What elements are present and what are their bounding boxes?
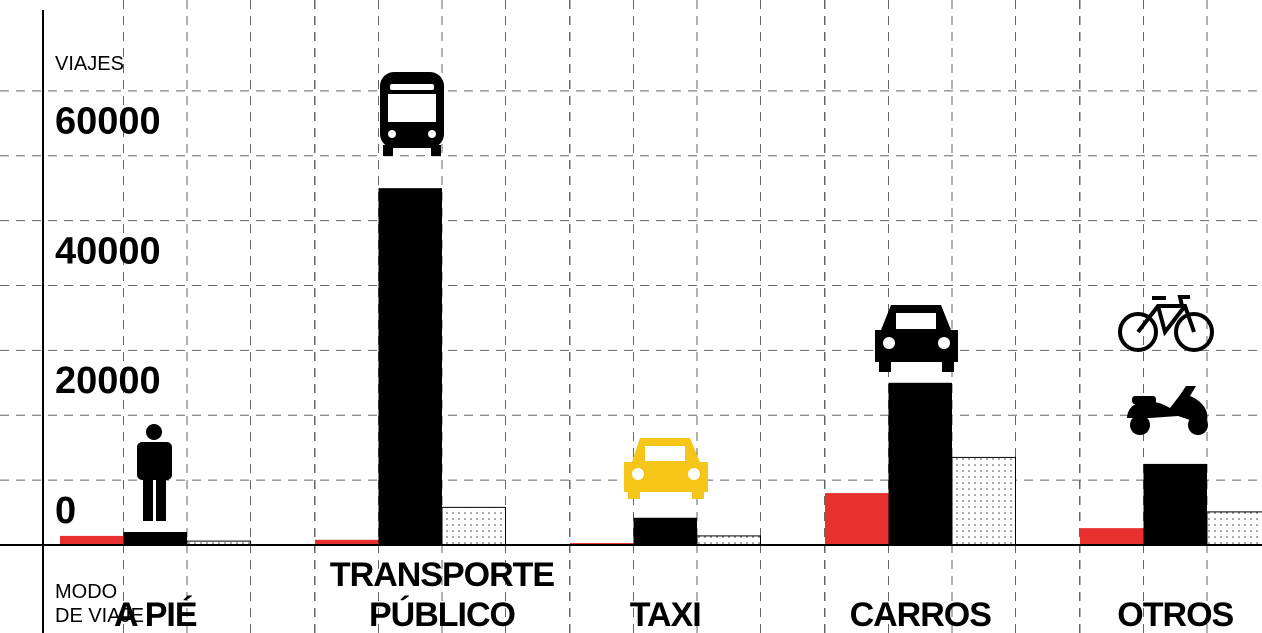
bar [315,539,379,545]
scooter-icon [1127,386,1208,435]
bar [441,506,506,546]
bar [1143,463,1207,545]
y-tick-label: 40000 [55,230,161,272]
x-tick-label: PÚBLICO [369,596,516,633]
bar [951,456,1016,546]
car-icon [875,305,958,372]
taxi-icon [624,438,708,499]
bar [888,382,952,545]
bar [696,535,761,546]
bus-icon [380,72,444,156]
y-tick-label: 0 [55,490,76,532]
bicycle-icon [1118,295,1214,352]
x-label: MODO [55,581,117,603]
x-tick-label: A PIÉ [114,596,197,633]
bar [1206,511,1262,546]
y-tick-label: 60000 [55,101,161,143]
bar [123,532,187,545]
bar [60,535,124,545]
x-label: DE VIAJE [55,605,144,627]
x-tick-label: TAXI [630,596,701,633]
bar [378,188,442,545]
x-tick-label: CARROS [850,596,992,633]
y-label: VIAJES [55,53,124,75]
bar [633,517,697,545]
bar [1080,528,1144,545]
x-tick-label: OTROS [1117,596,1233,633]
bar [825,493,889,545]
y-tick-label: 20000 [55,360,161,402]
person-icon [137,424,172,521]
x-tick-label: TRANSPORTE [330,556,555,594]
bars [60,188,1262,546]
